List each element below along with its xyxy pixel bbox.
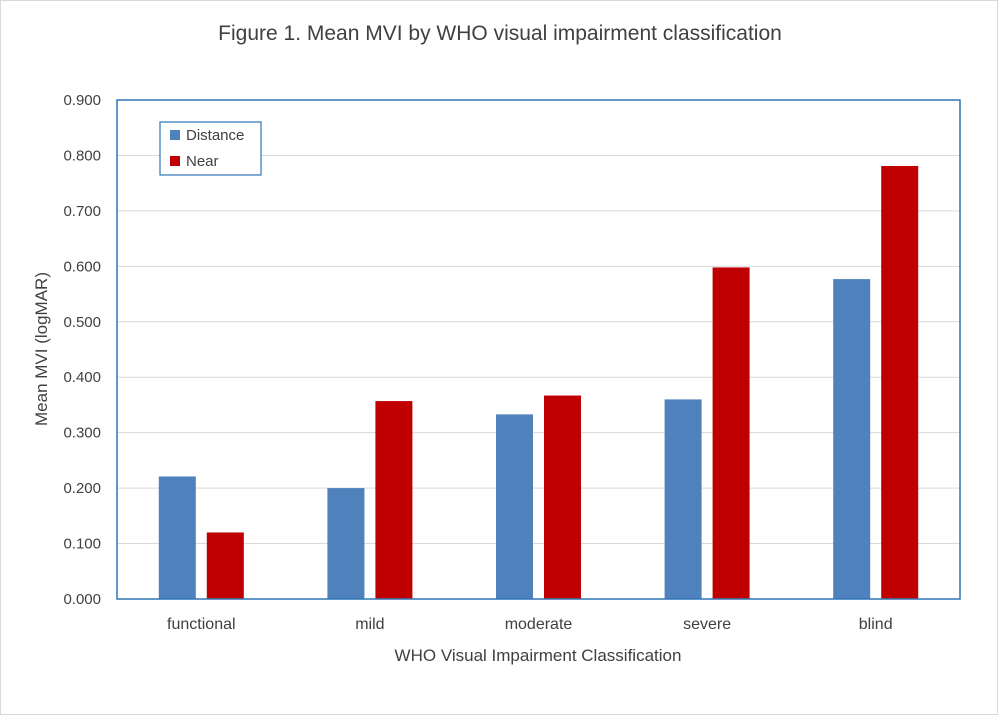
x-axis-categories: functional mild moderate severe blind [167,616,893,633]
bar-near-blind [881,165,919,599]
legend-swatch-near [170,156,180,166]
y-tick-label: 0.300 [63,425,101,442]
y-tick-label: 0.700 [63,203,101,220]
x-category-label: mild [355,616,384,633]
legend: Distance Near [159,121,262,176]
legend-label-distance: Distance [186,127,244,144]
bar-distance-functional [158,476,196,599]
bars [158,165,919,599]
y-axis-ticks: 0.000 0.100 0.200 0.300 0.400 0.500 0.600 0.700… [63,92,101,608]
x-axis-title: WHO Visual Impairment Classification [395,646,682,665]
y-tick-label: 0.100 [63,536,101,553]
bar-distance-mild [327,488,365,599]
x-category-label: severe [683,616,731,633]
bar-near-mild [375,401,413,599]
x-category-label: blind [859,616,893,633]
bar-near-moderate [544,395,581,599]
legend-swatch-distance [170,130,180,140]
bar-distance-severe [664,399,702,599]
x-category-label: functional [167,616,236,633]
x-category-label: moderate [505,616,573,633]
chart-title: Figure 1. Mean MVI by WHO visual impairm… [218,22,782,45]
plot-border [116,99,961,600]
bar-distance-blind [833,279,871,599]
y-tick-label: 0.200 [63,480,101,497]
y-tick-label: 0.600 [63,258,101,275]
y-tick-label: 0.400 [63,369,101,386]
bar-distance-moderate [496,414,533,599]
y-tick-label: 0.800 [63,147,101,164]
y-tick-label: 0.500 [63,314,101,331]
legend-label-near: Near [186,153,219,170]
y-tick-label: 0.900 [63,92,101,109]
y-axis-title: Mean MVI (logMAR) [32,272,51,426]
y-tick-label: 0.000 [63,591,101,608]
bar-near-severe [712,267,750,599]
bar-near-functional [206,532,244,599]
